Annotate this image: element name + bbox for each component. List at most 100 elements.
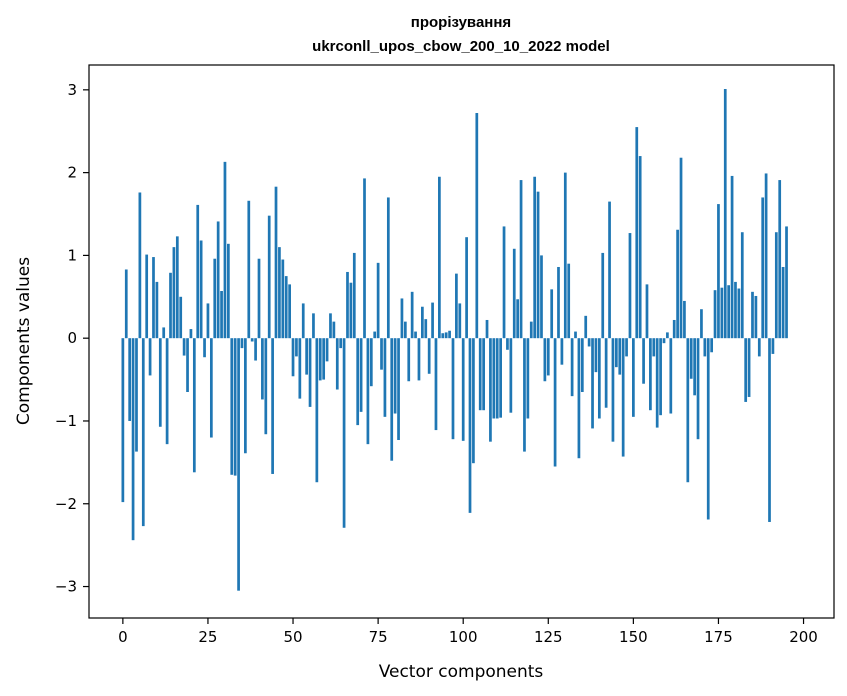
bar — [291, 338, 295, 377]
bar — [278, 247, 281, 339]
bar — [472, 338, 475, 464]
bar — [672, 319, 676, 339]
bar — [628, 233, 632, 339]
bar — [152, 257, 155, 339]
x-tick-label: 75 — [369, 628, 388, 646]
bar — [744, 338, 748, 402]
bar — [145, 254, 149, 339]
bar — [550, 289, 554, 339]
bar — [485, 319, 489, 339]
bar — [400, 298, 404, 339]
y-tick-label: 0 — [67, 329, 77, 347]
bar — [679, 157, 683, 339]
bar — [376, 262, 380, 339]
bar — [781, 266, 785, 339]
bar — [223, 161, 227, 339]
bar — [455, 273, 458, 339]
bar — [649, 338, 652, 411]
bar — [441, 333, 445, 339]
bar — [478, 338, 482, 411]
bar — [621, 338, 625, 457]
bar — [655, 338, 659, 428]
bar — [281, 259, 285, 339]
bar — [451, 338, 455, 440]
bar — [427, 338, 431, 374]
bars-group — [121, 89, 788, 591]
bar — [713, 290, 717, 339]
bar — [740, 232, 744, 339]
bar — [158, 338, 162, 427]
bar — [757, 338, 761, 357]
bar — [267, 215, 271, 339]
bar — [199, 240, 203, 339]
y-axis-label: Components values — [14, 257, 34, 425]
bar — [172, 247, 176, 339]
bar — [717, 204, 720, 339]
bar — [482, 338, 485, 411]
bar — [461, 338, 465, 441]
bar — [318, 338, 322, 381]
bar — [683, 300, 686, 339]
bar — [124, 269, 128, 339]
bar — [519, 180, 523, 339]
bar — [574, 331, 577, 339]
bar — [666, 332, 669, 339]
bar — [662, 338, 666, 344]
bar — [179, 296, 183, 339]
bar — [768, 338, 771, 522]
bar — [257, 258, 261, 339]
bar — [642, 338, 645, 384]
bar — [264, 338, 268, 435]
bar — [209, 338, 213, 438]
bar — [175, 236, 179, 339]
bar — [502, 226, 506, 339]
bar — [206, 303, 210, 339]
bar — [506, 338, 509, 350]
y-tick-label: −2 — [55, 495, 77, 513]
bar — [495, 338, 499, 419]
bar — [638, 156, 642, 339]
bar — [785, 226, 788, 339]
bar — [192, 338, 196, 473]
bar — [492, 338, 496, 419]
bar — [189, 329, 193, 339]
bar — [771, 338, 775, 354]
bar — [322, 338, 326, 380]
bar — [424, 319, 428, 339]
bar — [407, 338, 411, 382]
bar — [587, 338, 591, 347]
bar — [274, 186, 278, 339]
bar — [512, 248, 516, 339]
bar — [577, 338, 581, 459]
bar — [591, 338, 594, 429]
bar — [689, 338, 693, 379]
bar — [227, 243, 230, 339]
bar — [182, 338, 186, 356]
bar — [261, 338, 264, 400]
x-tick-label: 100 — [449, 628, 478, 646]
bar — [335, 338, 339, 390]
bar — [131, 338, 135, 541]
bar — [356, 338, 360, 426]
bar — [240, 338, 244, 349]
bar — [308, 338, 312, 407]
bar — [216, 221, 220, 339]
bar — [138, 192, 142, 339]
bar — [169, 272, 172, 339]
bar — [686, 338, 690, 483]
bar — [652, 338, 656, 357]
bar — [737, 288, 741, 339]
bar — [567, 263, 571, 339]
bar — [434, 338, 438, 431]
bar — [570, 338, 574, 397]
bar — [155, 281, 159, 339]
bar — [747, 338, 751, 397]
bar — [536, 191, 540, 339]
x-tick-label: 125 — [534, 628, 563, 646]
bar — [693, 338, 696, 396]
bar — [669, 338, 673, 414]
bar — [720, 287, 724, 339]
bar — [761, 197, 765, 339]
bar — [751, 291, 754, 339]
y-tick-label: −3 — [55, 578, 77, 596]
